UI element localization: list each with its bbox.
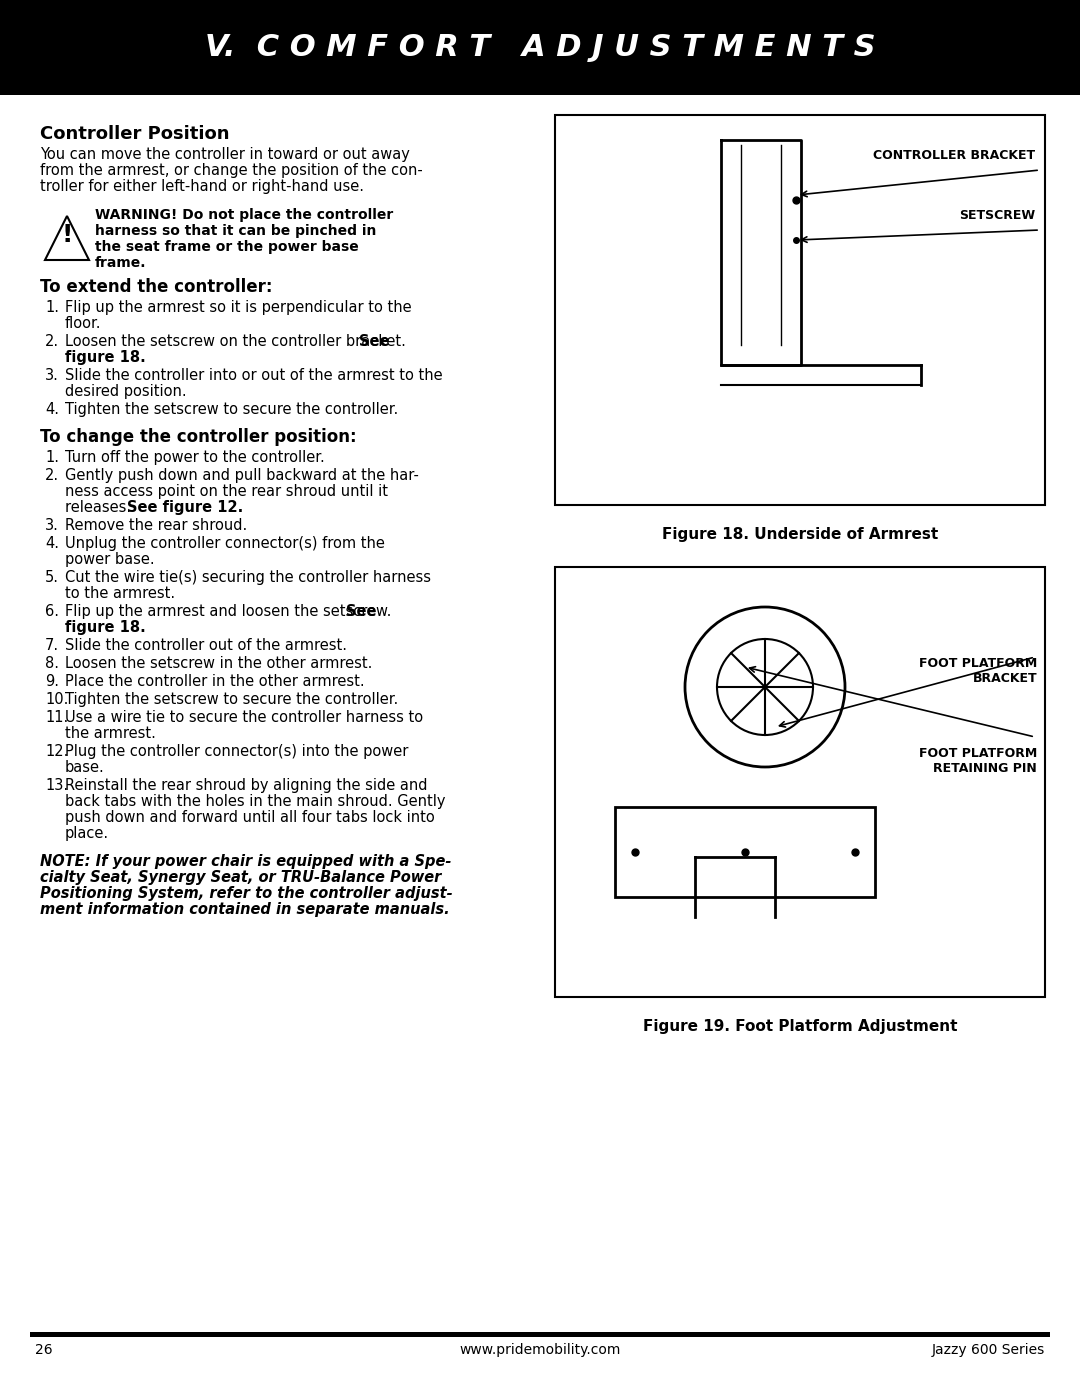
Text: frame.: frame. (95, 256, 147, 270)
Text: See: See (346, 604, 377, 619)
Text: releases.: releases. (65, 500, 136, 515)
Text: from the armrest, or change the position of the con-: from the armrest, or change the position… (40, 163, 422, 177)
Text: 1.: 1. (45, 300, 59, 314)
Text: Unplug the controller connector(s) from the: Unplug the controller connector(s) from … (65, 536, 384, 550)
Text: SETSCREW: SETSCREW (959, 210, 1035, 222)
Text: 7.: 7. (45, 638, 59, 652)
Text: You can move the controller in toward or out away: You can move the controller in toward or… (40, 147, 410, 162)
Text: Loosen the setscrew in the other armrest.: Loosen the setscrew in the other armrest… (65, 657, 373, 671)
Text: power base.: power base. (65, 552, 154, 567)
Text: Figure 18. Underside of Armrest: Figure 18. Underside of Armrest (662, 527, 939, 542)
Text: 5.: 5. (45, 570, 59, 585)
Text: ment information contained in separate manuals.: ment information contained in separate m… (40, 902, 449, 916)
Text: floor.: floor. (65, 316, 102, 331)
Text: 4.: 4. (45, 536, 59, 550)
Text: 6.: 6. (45, 604, 59, 619)
Text: NOTE: If your power chair is equipped with a Spe-: NOTE: If your power chair is equipped wi… (40, 854, 451, 869)
Text: 13.: 13. (45, 778, 68, 793)
Text: figure 18.: figure 18. (65, 351, 146, 365)
Text: 26: 26 (35, 1343, 53, 1356)
Text: 10.: 10. (45, 692, 68, 707)
Bar (555, 115, 1045, 504)
Text: To change the controller position:: To change the controller position: (40, 427, 356, 446)
Bar (615, 807, 875, 897)
Polygon shape (45, 217, 89, 260)
Bar (0, 0, 1080, 95)
Text: place.: place. (65, 826, 109, 841)
Text: troller for either left-hand or right-hand use.: troller for either left-hand or right-ha… (40, 179, 364, 194)
Text: Use a wire tie to secure the controller harness to: Use a wire tie to secure the controller … (65, 710, 423, 725)
Text: Tighten the setscrew to secure the controller.: Tighten the setscrew to secure the contr… (65, 692, 399, 707)
Text: 2.: 2. (45, 334, 59, 349)
Text: back tabs with the holes in the main shroud. Gently: back tabs with the holes in the main shr… (65, 793, 446, 809)
Text: 8.: 8. (45, 657, 59, 671)
Text: Slide the controller into or out of the armrest to the: Slide the controller into or out of the … (65, 367, 443, 383)
Text: 3.: 3. (45, 518, 59, 534)
Text: harness so that it can be pinched in: harness so that it can be pinched in (95, 224, 376, 237)
Text: ness access point on the rear shroud until it: ness access point on the rear shroud unt… (65, 483, 388, 499)
Text: FOOT PLATFORM
RETAINING PIN: FOOT PLATFORM RETAINING PIN (919, 747, 1037, 775)
Text: Controller Position: Controller Position (40, 124, 229, 142)
Text: !: ! (62, 224, 72, 247)
Text: To extend the controller:: To extend the controller: (40, 278, 272, 296)
Text: WARNING! Do not place the controller: WARNING! Do not place the controller (95, 208, 393, 222)
Text: Place the controller in the other armrest.: Place the controller in the other armres… (65, 673, 365, 689)
Text: figure 18.: figure 18. (65, 620, 146, 636)
Text: the armrest.: the armrest. (65, 726, 156, 740)
Text: CONTROLLER BRACKET: CONTROLLER BRACKET (873, 149, 1035, 162)
Text: the seat frame or the power base: the seat frame or the power base (95, 240, 359, 254)
Text: Jazzy 600 Series: Jazzy 600 Series (932, 1343, 1045, 1356)
Text: Cut the wire tie(s) securing the controller harness: Cut the wire tie(s) securing the control… (65, 570, 431, 585)
Bar (555, 567, 1045, 997)
Text: to the armrest.: to the armrest. (65, 585, 175, 601)
Text: Tighten the setscrew to secure the controller.: Tighten the setscrew to secure the contr… (65, 402, 399, 416)
Bar (30, 1331, 1050, 1337)
Text: Gently push down and pull backward at the har-: Gently push down and pull backward at th… (65, 468, 419, 483)
Text: cialty Seat, Synergy Seat, or TRU-Balance Power: cialty Seat, Synergy Seat, or TRU-Balanc… (40, 870, 442, 886)
Text: 9.: 9. (45, 673, 59, 689)
Text: Reinstall the rear shroud by aligning the side and: Reinstall the rear shroud by aligning th… (65, 778, 428, 793)
Text: 2.: 2. (45, 468, 59, 483)
Text: Slide the controller out of the armrest.: Slide the controller out of the armrest. (65, 638, 347, 652)
Text: 4.: 4. (45, 402, 59, 416)
Text: push down and forward until all four tabs lock into: push down and forward until all four tab… (65, 810, 435, 826)
Text: desired position.: desired position. (65, 384, 187, 400)
Text: Flip up the armrest and loosen the setscrew.: Flip up the armrest and loosen the setsc… (65, 604, 396, 619)
Text: 1.: 1. (45, 450, 59, 465)
Text: Positioning System, refer to the controller adjust-: Positioning System, refer to the control… (40, 886, 453, 901)
Text: www.pridemobility.com: www.pridemobility.com (459, 1343, 621, 1356)
Text: Flip up the armrest so it is perpendicular to the: Flip up the armrest so it is perpendicul… (65, 300, 411, 314)
Text: Figure 19. Foot Platform Adjustment: Figure 19. Foot Platform Adjustment (643, 1018, 957, 1034)
Text: See: See (359, 334, 389, 349)
Text: Turn off the power to the controller.: Turn off the power to the controller. (65, 450, 325, 465)
Text: 12.: 12. (45, 745, 68, 759)
Text: 3.: 3. (45, 367, 59, 383)
Text: Loosen the setscrew on the controller bracket.: Loosen the setscrew on the controller br… (65, 334, 410, 349)
Text: Plug the controller connector(s) into the power: Plug the controller connector(s) into th… (65, 745, 408, 759)
Text: Remove the rear shroud.: Remove the rear shroud. (65, 518, 247, 534)
Text: 11.: 11. (45, 710, 68, 725)
Text: FOOT PLATFORM
BRACKET: FOOT PLATFORM BRACKET (919, 657, 1037, 685)
Text: base.: base. (65, 760, 105, 775)
Text: See figure 12.: See figure 12. (127, 500, 244, 515)
Text: V.  C O M F O R T   A D J U S T M E N T S: V. C O M F O R T A D J U S T M E N T S (205, 34, 875, 63)
